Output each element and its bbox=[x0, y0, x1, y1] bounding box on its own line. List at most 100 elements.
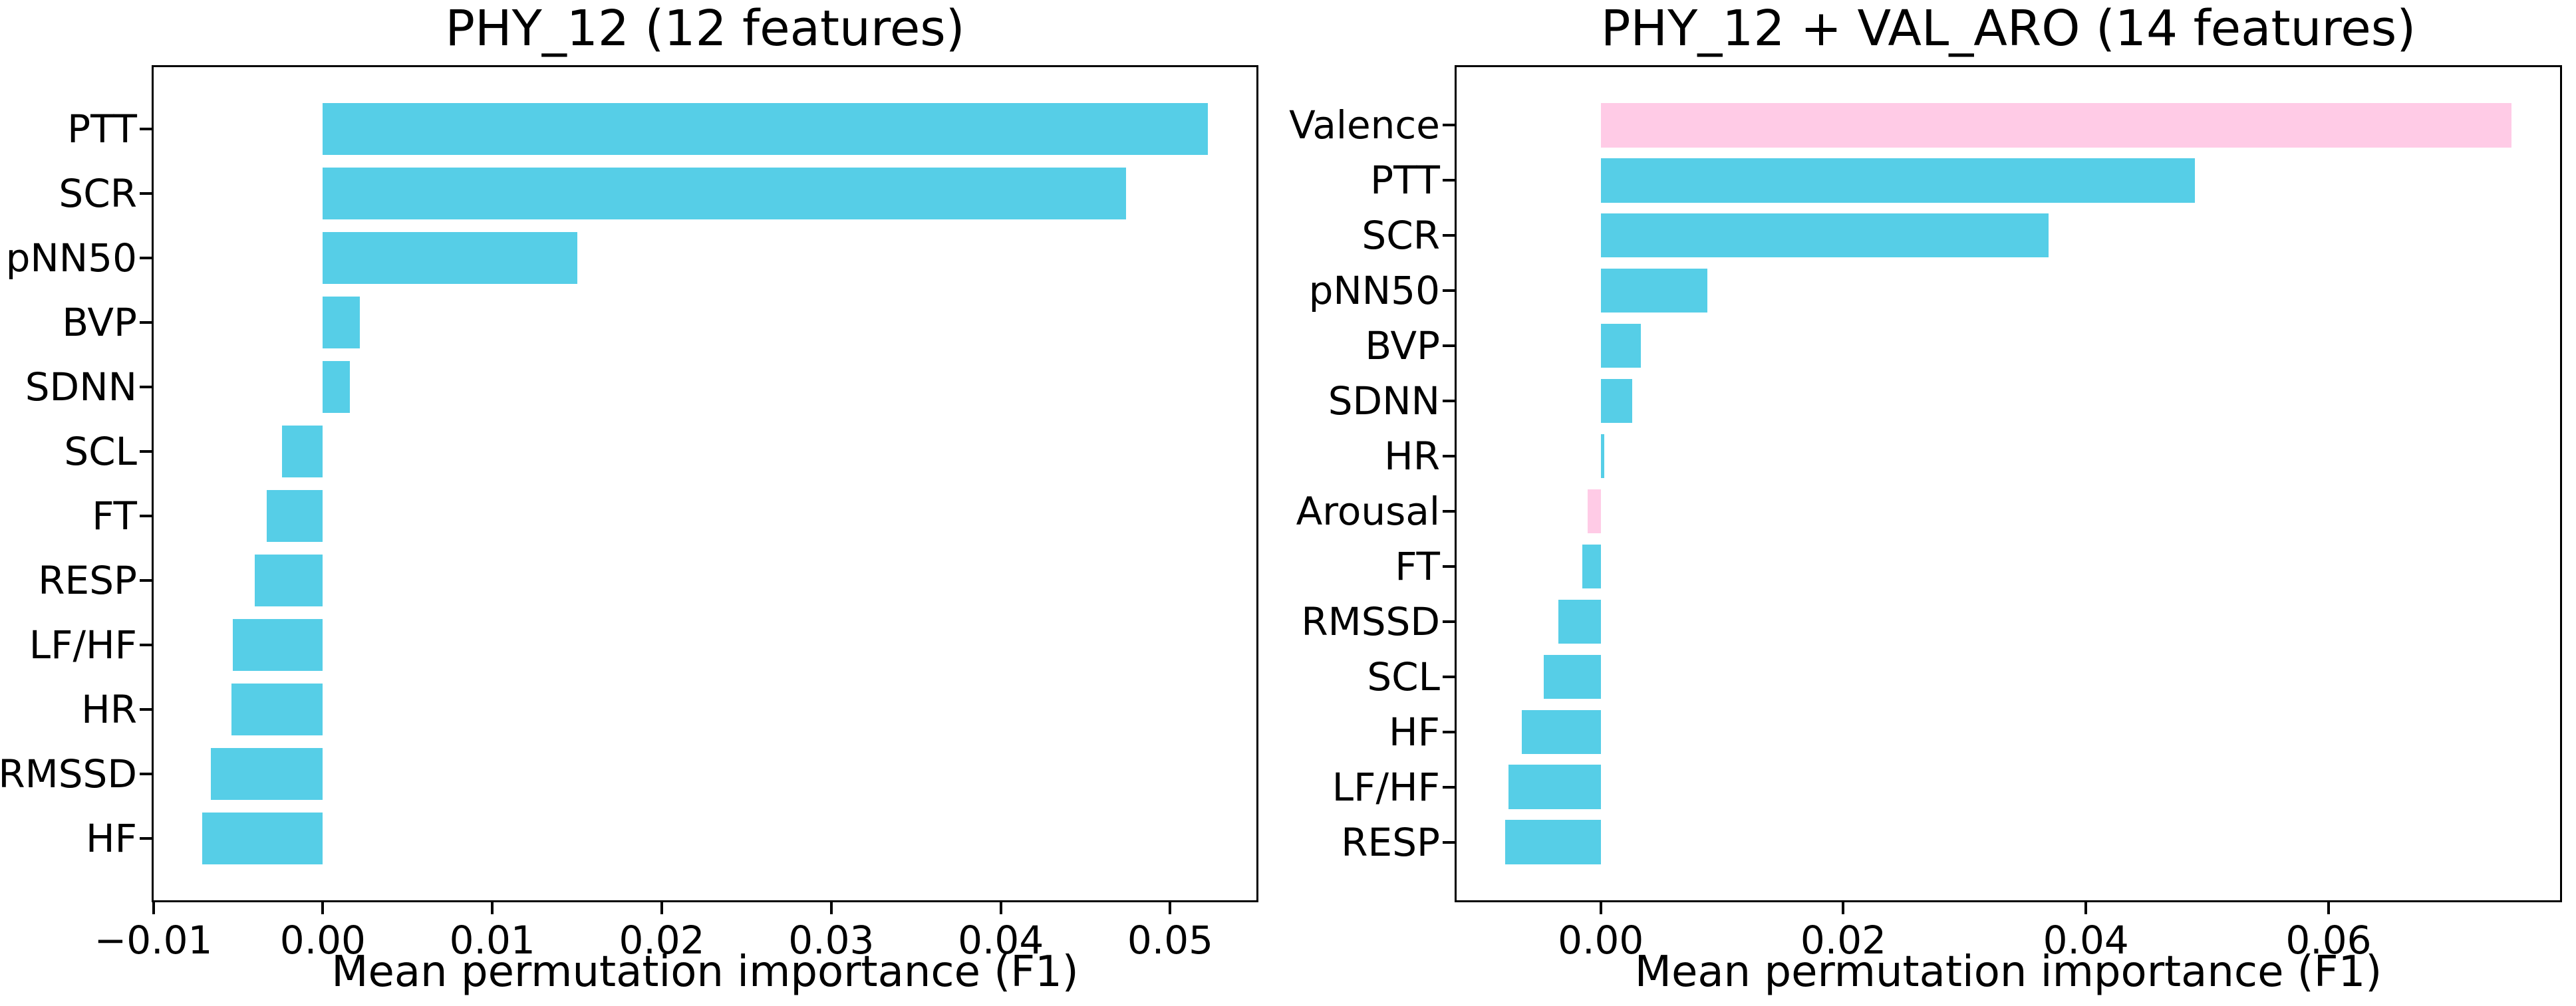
bar-sdnn bbox=[1600, 378, 1633, 424]
y-tick-mark bbox=[140, 836, 152, 840]
y-tick-mark bbox=[140, 578, 152, 582]
y-tick-mark bbox=[140, 386, 152, 388]
y-tick-mark bbox=[1443, 234, 1455, 237]
x-tick-label: 0.00 bbox=[279, 918, 366, 963]
bar-resp bbox=[1504, 820, 1601, 864]
x-tick-mark bbox=[491, 902, 494, 914]
y-tick-mark bbox=[1443, 785, 1455, 789]
x-tick-mark bbox=[2084, 902, 2088, 914]
y-tick-label-sdnn: SDNN bbox=[25, 364, 137, 410]
y-tick-label-hf: HF bbox=[1389, 709, 1440, 755]
y-tick-label-scr: SCR bbox=[59, 171, 137, 217]
bar-ft bbox=[1582, 544, 1601, 589]
x-tick-label: 0.04 bbox=[2043, 918, 2129, 963]
y-tick-mark bbox=[140, 514, 152, 517]
y-tick-label-resp: RESP bbox=[1341, 819, 1440, 865]
y-tick-label-pnn50: pNN50 bbox=[1308, 268, 1440, 314]
bar-ptt bbox=[1600, 158, 2196, 203]
bar-hf bbox=[1522, 709, 1601, 754]
y-tick-mark bbox=[1443, 179, 1455, 182]
plot-area-phy12-valaro bbox=[1455, 65, 2562, 902]
bar-scl bbox=[1544, 654, 1601, 699]
bar-pnn50 bbox=[323, 232, 577, 284]
x-tick-mark bbox=[1169, 902, 1172, 914]
bar-scl bbox=[282, 426, 323, 477]
x-tick-mark bbox=[2327, 902, 2330, 914]
y-tick-label-ft: FT bbox=[92, 493, 137, 539]
bar-hr bbox=[1600, 434, 1605, 479]
bar-valence bbox=[1600, 103, 2512, 148]
x-tick-label: 0.05 bbox=[1127, 918, 1214, 963]
y-tick-mark bbox=[1443, 675, 1455, 678]
x-axis-label-phy12-valaro: Mean permutation importance (F1) bbox=[1634, 947, 2382, 997]
y-tick-label-hf: HF bbox=[86, 815, 137, 861]
x-tick-label: −0.01 bbox=[94, 918, 213, 963]
y-tick-label-bvp: BVP bbox=[62, 300, 137, 345]
bar-lf-hf bbox=[233, 619, 323, 671]
y-tick-label-rmssd: RMSSD bbox=[1301, 598, 1440, 644]
x-tick-label: 0.02 bbox=[1800, 918, 1887, 963]
x-tick-mark bbox=[829, 902, 833, 914]
y-tick-label-hr: HR bbox=[81, 686, 137, 732]
chart-title-phy12: PHY_12 (12 features) bbox=[445, 0, 965, 57]
x-tick-mark bbox=[1599, 902, 1602, 914]
y-tick-mark bbox=[140, 321, 152, 324]
y-tick-mark bbox=[1443, 289, 1455, 293]
y-tick-mark bbox=[140, 450, 152, 453]
y-tick-mark bbox=[140, 257, 152, 260]
y-tick-mark bbox=[140, 192, 152, 195]
chart-title-phy12-valaro: PHY_12 + VAL_ARO (14 features) bbox=[1600, 0, 2416, 57]
bar-resp bbox=[255, 555, 323, 606]
bar-scr bbox=[323, 168, 1127, 219]
bar-arousal bbox=[1587, 489, 1601, 534]
bar-ft bbox=[267, 490, 323, 542]
y-tick-label-lf-hf: LF/HF bbox=[1332, 764, 1440, 810]
y-tick-label-ptt: PTT bbox=[67, 106, 137, 152]
y-tick-mark bbox=[1443, 124, 1455, 127]
y-tick-mark bbox=[1443, 565, 1455, 568]
x-axis-label-phy12: Mean permutation importance (F1) bbox=[331, 947, 1079, 997]
y-tick-label-ft: FT bbox=[1395, 543, 1440, 589]
y-tick-label-scr: SCR bbox=[1361, 213, 1440, 259]
bar-lf-hf bbox=[1508, 765, 1601, 809]
y-tick-label-pnn50: pNN50 bbox=[5, 235, 137, 281]
y-tick-mark bbox=[1443, 344, 1455, 348]
y-tick-mark bbox=[140, 707, 152, 711]
y-tick-label-hr: HR bbox=[1384, 434, 1440, 479]
y-tick-mark bbox=[1443, 400, 1455, 403]
bar-scr bbox=[1600, 213, 2049, 258]
y-tick-label-sdnn: SDNN bbox=[1328, 378, 1440, 424]
y-tick-mark bbox=[1443, 620, 1455, 623]
y-tick-mark bbox=[140, 772, 152, 775]
y-tick-mark bbox=[1443, 840, 1455, 844]
bar-hr bbox=[231, 684, 323, 735]
bar-sdnn bbox=[323, 361, 351, 413]
y-tick-mark bbox=[1443, 730, 1455, 733]
bar-ptt bbox=[323, 103, 1208, 155]
bar-hf bbox=[202, 813, 323, 864]
x-tick-label: 0.06 bbox=[2285, 918, 2372, 963]
y-tick-mark bbox=[1443, 455, 1455, 458]
y-tick-label-rmssd: RMSSD bbox=[0, 751, 137, 797]
y-tick-label-lf-hf: LF/HF bbox=[29, 622, 137, 668]
x-tick-mark bbox=[321, 902, 325, 914]
y-tick-label-scl: SCL bbox=[1367, 654, 1440, 699]
x-tick-label: 0.02 bbox=[619, 918, 705, 963]
y-tick-label-ptt: PTT bbox=[1370, 158, 1440, 203]
x-tick-mark bbox=[152, 902, 155, 914]
x-tick-label: 0.03 bbox=[788, 918, 875, 963]
y-tick-label-arousal: Arousal bbox=[1296, 488, 1440, 534]
x-tick-mark bbox=[999, 902, 1002, 914]
x-tick-label: 0.01 bbox=[449, 918, 535, 963]
bar-rmssd bbox=[211, 748, 323, 800]
x-tick-label: 0.04 bbox=[958, 918, 1044, 963]
bar-pnn50 bbox=[1600, 269, 1708, 313]
y-tick-mark bbox=[1443, 509, 1455, 513]
x-tick-label: 0.00 bbox=[1558, 918, 1644, 963]
x-tick-mark bbox=[660, 902, 664, 914]
y-tick-mark bbox=[140, 128, 152, 131]
y-tick-label-scl: SCL bbox=[64, 429, 137, 474]
bar-bvp bbox=[323, 297, 360, 348]
y-tick-label-bvp: BVP bbox=[1365, 323, 1440, 369]
